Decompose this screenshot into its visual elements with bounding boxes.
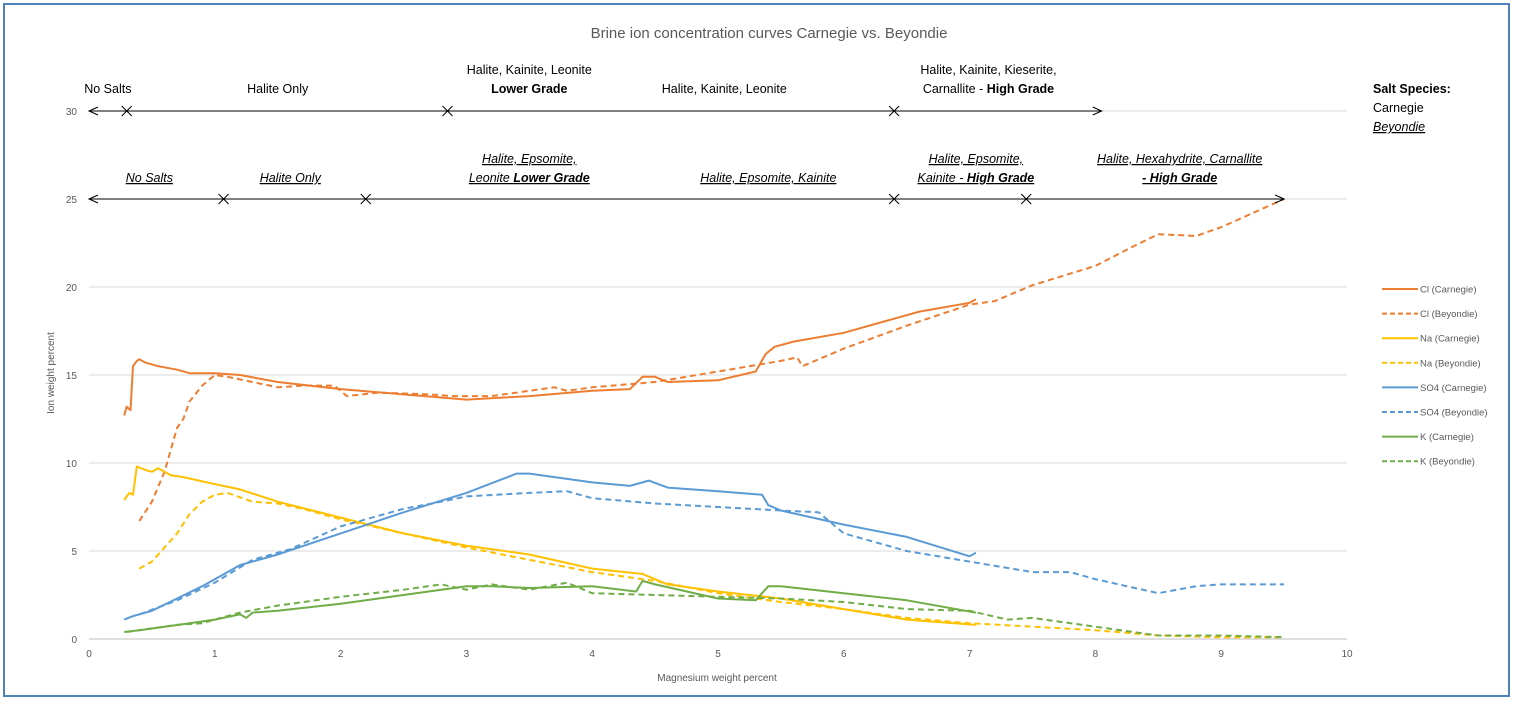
y-tick-5: 5	[71, 547, 77, 558]
beyondie-arrow-left	[87, 194, 99, 204]
salt-species-key: Salt Species: Carnegie Beyondie	[1373, 82, 1451, 134]
beyondie-region-5-line-0: Halite, Hexahydrite, Carnallite	[1097, 152, 1262, 166]
carnegie-boundary-0	[121, 105, 133, 117]
beyondie-region-1-line-0: Halite Only	[260, 171, 322, 185]
beyondie-region-4-line-0: Halite, Epsomite,	[929, 152, 1023, 166]
legend-label-5: SO4 (Beyondie)	[1420, 408, 1488, 419]
carnegie-arrow-left	[87, 106, 99, 116]
chart-title: Brine ion concentration curves Carnegie …	[591, 25, 948, 42]
legend-label-3: Na (Beyondie)	[1420, 358, 1481, 369]
series-line-k-beyondie	[126, 581, 1285, 639]
series-line-so4-carnegie	[123, 472, 977, 621]
y-tick-20: 20	[66, 283, 78, 294]
y-tick-10: 10	[66, 459, 78, 470]
beyondie-arrow-right	[1274, 194, 1286, 204]
carnegie-region-4-line-0: Halite, Kainite, Kieserite,	[920, 63, 1056, 77]
series-line-cl-beyondie	[138, 198, 1285, 522]
legend-label-6: K (Carnegie)	[1420, 432, 1474, 443]
y-tick-15: 15	[66, 371, 78, 382]
x-tick-labels: 0 1 2 3 4 5 6 7 8 9 10	[86, 649, 1353, 660]
x-tick-6: 6	[841, 649, 847, 660]
beyondie-region-4-line-1: Kainite - High Grade	[918, 171, 1035, 185]
series-line-k-carnegie	[124, 579, 977, 633]
series-line-na-beyondie	[138, 491, 1285, 639]
legend-label-2: Na (Carnegie)	[1420, 334, 1480, 345]
x-tick-8: 8	[1093, 649, 1099, 660]
x-tick-0: 0	[86, 649, 92, 660]
series-line-so4-beyondie	[138, 490, 1285, 616]
beyondie-region-3-line-0: Halite, Epsomite, Kainite	[700, 171, 836, 185]
carnegie-region-2-line-0: Halite, Kainite, Leonite	[467, 63, 592, 77]
beyondie-region-2-line-1: Leonite Lower Grade	[469, 171, 590, 185]
salt-species-beyondie: Beyondie	[1373, 120, 1425, 134]
carnegie-arrow-right	[1092, 106, 1103, 116]
x-tick-5: 5	[715, 649, 721, 660]
beyondie-boundary-0	[218, 193, 229, 205]
carnegie-region-3-line-0: Halite, Kainite, Leonite	[662, 82, 787, 96]
legend-label-7: K (Beyondie)	[1420, 457, 1475, 468]
chart-frame: Brine ion concentration curves Carnegie …	[3, 3, 1510, 697]
x-tick-7: 7	[967, 649, 973, 660]
series-line-cl-carnegie	[123, 298, 977, 416]
beyondie-boundary-1	[360, 193, 372, 205]
y-tick-0: 0	[71, 635, 77, 646]
x-tick-4: 4	[589, 649, 595, 660]
series-lines	[123, 198, 1285, 639]
y-tick-labels: 0 5 10 15 20 25 30	[66, 107, 78, 646]
series-line-na-carnegie	[123, 465, 976, 626]
x-tick-2: 2	[338, 649, 344, 660]
y-tick-30: 30	[66, 107, 78, 118]
x-axis-label: Magnesium weight percent	[657, 673, 777, 684]
salt-annotations: No Salts Halite Only Halite, Kainite, Leon…	[84, 63, 1286, 205]
grid-lines	[89, 110, 1347, 640]
beyondie-region-0-line-0: No Salts	[126, 171, 173, 185]
carnegie-region-2-line-1: Lower Grade	[491, 82, 567, 96]
legend-label-1: Cl (Beyondie)	[1420, 309, 1478, 320]
carnegie-boundary-2	[888, 105, 900, 117]
legend-label-0: Cl (Carnegie)	[1420, 285, 1477, 296]
beyondie-region-5-line-1: - High Grade	[1142, 171, 1217, 185]
ion-concentration-chart: Brine ion concentration curves Carnegie …	[46, 25, 1488, 684]
salt-species-heading: Salt Species:	[1373, 82, 1451, 96]
x-tick-10: 10	[1341, 649, 1353, 660]
carnegie-region-1-line-0: Halite Only	[247, 82, 309, 96]
carnegie-boundary-1	[442, 105, 453, 117]
x-tick-9: 9	[1218, 649, 1224, 660]
beyondie-boundary-2	[888, 193, 900, 205]
carnegie-region-4-line-1: Carnallite - High Grade	[923, 82, 1054, 96]
legend-label-4: SO4 (Carnegie)	[1420, 383, 1487, 394]
y-tick-25: 25	[66, 195, 78, 206]
y-axis-label: Ion weight percent	[46, 332, 57, 414]
x-tick-3: 3	[464, 649, 470, 660]
salt-species-carnegie: Carnegie	[1373, 101, 1424, 115]
beyondie-boundary-3	[1020, 193, 1032, 205]
x-tick-1: 1	[212, 649, 218, 660]
legend: Cl (Carnegie) Cl (Beyondie) Na (Carnegie) N…	[1382, 285, 1488, 468]
beyondie-region-2-line-0: Halite, Epsomite,	[482, 152, 576, 166]
carnegie-region-0-line-0: No Salts	[84, 82, 131, 96]
